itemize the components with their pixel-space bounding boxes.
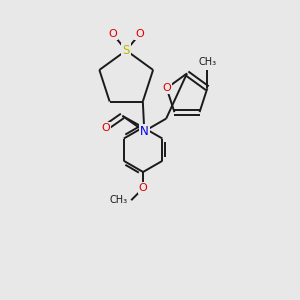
Text: O: O bbox=[139, 183, 148, 193]
Text: O: O bbox=[135, 29, 144, 39]
Text: O: O bbox=[162, 83, 171, 93]
Text: S: S bbox=[122, 44, 130, 57]
Text: CH₃: CH₃ bbox=[110, 195, 128, 205]
Text: O: O bbox=[101, 123, 110, 133]
Text: N: N bbox=[140, 125, 149, 138]
Text: O: O bbox=[109, 29, 117, 39]
Text: CH₃: CH₃ bbox=[198, 57, 216, 67]
